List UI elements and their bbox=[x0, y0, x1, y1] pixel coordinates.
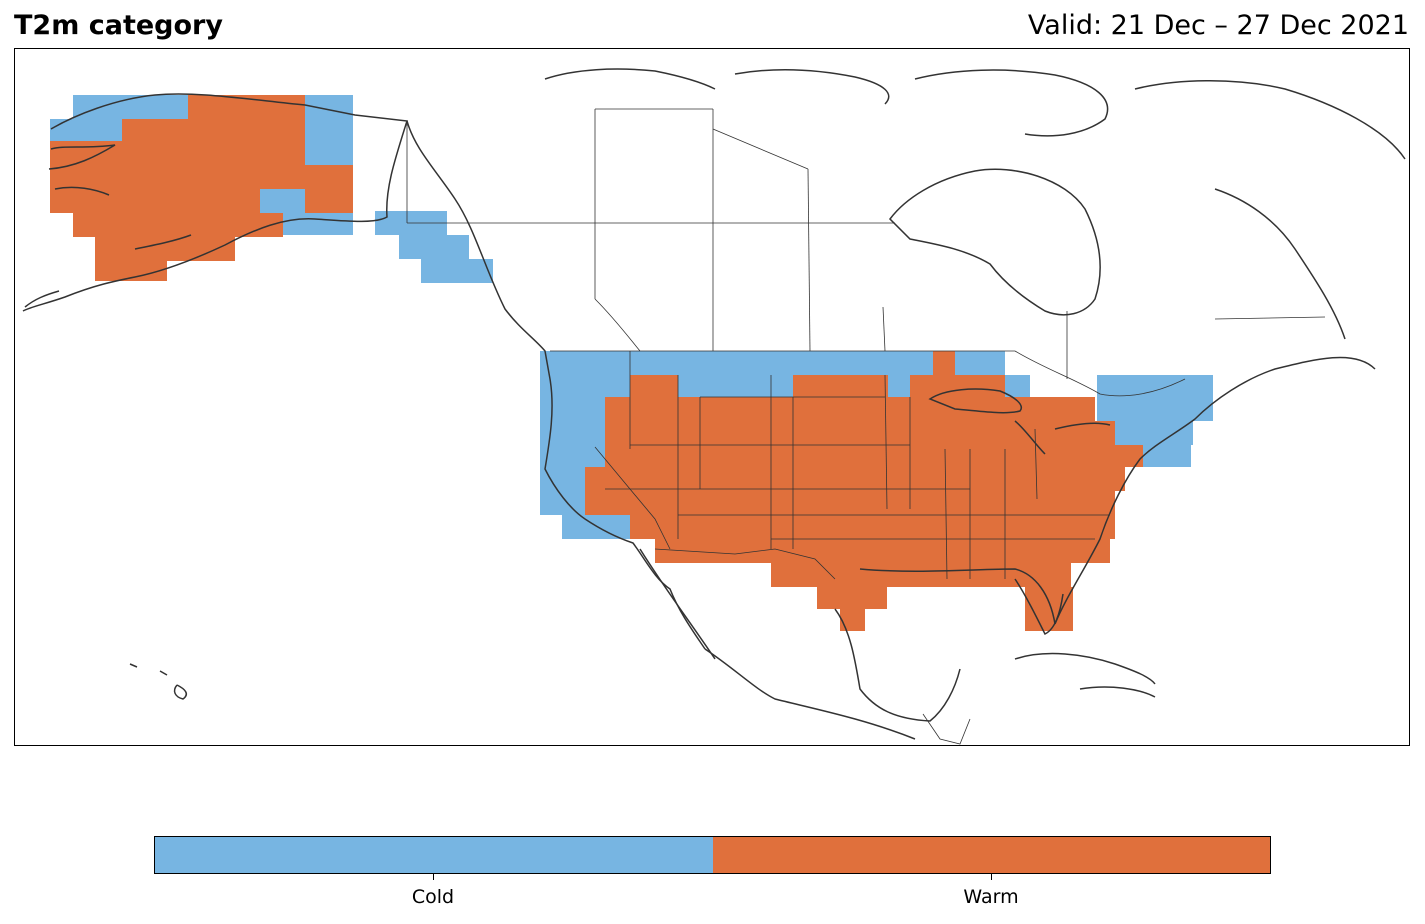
bc-cells bbox=[375, 211, 493, 283]
legend-tick bbox=[433, 874, 434, 880]
warm-cell bbox=[122, 119, 305, 141]
warm-cell bbox=[1025, 587, 1073, 609]
warm-cell bbox=[793, 375, 888, 399]
cold-cell bbox=[562, 515, 585, 539]
cold-cell bbox=[560, 491, 585, 515]
warm-cell bbox=[95, 237, 235, 261]
legend-colorbar bbox=[154, 836, 1271, 874]
cold-cell bbox=[1097, 375, 1213, 421]
cold-cell bbox=[540, 351, 1005, 375]
warm-cell bbox=[50, 141, 305, 165]
warm-cell bbox=[73, 213, 283, 237]
legend-label-cold: Cold bbox=[411, 886, 455, 908]
cold-cell bbox=[1143, 445, 1191, 467]
warm-cell bbox=[1025, 609, 1073, 631]
warm-cell bbox=[605, 445, 1143, 467]
political-borders bbox=[406, 108, 1326, 745]
warm-cell bbox=[305, 189, 353, 213]
warm-cell bbox=[585, 467, 1125, 491]
warm-cell bbox=[933, 351, 955, 375]
coastlines bbox=[22, 68, 1406, 740]
warm-cell bbox=[630, 515, 1115, 539]
alaska-cells bbox=[50, 95, 353, 281]
cold-cell bbox=[1115, 421, 1193, 445]
warm-cell bbox=[560, 491, 1115, 515]
warm-cell bbox=[840, 609, 865, 631]
warm-cell bbox=[605, 421, 1115, 445]
warm-cell bbox=[771, 563, 1071, 587]
map-title: T2m category bbox=[14, 10, 223, 41]
warm-cell bbox=[95, 259, 167, 281]
warm-cell bbox=[655, 539, 1110, 563]
conus-cells bbox=[540, 351, 1213, 631]
warm-cell bbox=[630, 375, 678, 399]
cold-cell bbox=[50, 119, 122, 141]
legend-tick bbox=[991, 874, 992, 880]
map-panel bbox=[14, 48, 1410, 746]
warm-cell bbox=[1070, 397, 1095, 421]
legend-swatch-cold bbox=[155, 837, 713, 873]
cold-cell bbox=[585, 515, 630, 539]
cold-cell bbox=[399, 235, 469, 259]
cold-cell bbox=[421, 259, 493, 283]
warm-cell bbox=[50, 165, 353, 189]
warm-cell bbox=[817, 587, 887, 609]
warm-cell bbox=[50, 189, 260, 213]
north-america-map bbox=[22, 68, 1406, 745]
legend-label-warm: Warm bbox=[963, 886, 1019, 908]
cold-cell bbox=[305, 95, 353, 165]
valid-period: Valid: 21 Dec – 27 Dec 2021 bbox=[1027, 10, 1409, 41]
warm-cell bbox=[605, 397, 1075, 421]
warm-cell bbox=[910, 375, 1005, 399]
legend-swatch-warm bbox=[712, 837, 1270, 873]
